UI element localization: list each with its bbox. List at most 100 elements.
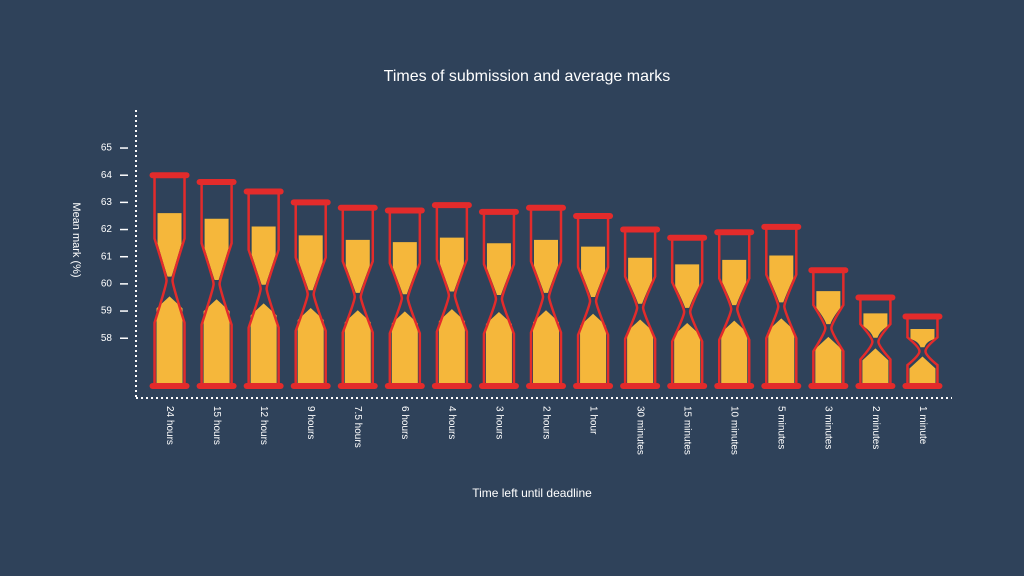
hourglass-outline <box>576 215 610 386</box>
hourglass-top-cap <box>902 313 943 320</box>
hourglass-outline <box>717 232 751 386</box>
x-axis-title: Time left until deadline <box>472 486 592 500</box>
hourglass <box>620 226 661 389</box>
y-tick-label: 61 <box>101 251 113 262</box>
bottom-sand <box>485 312 512 386</box>
hourglass-top-cap <box>196 179 237 185</box>
y-tick-label: 60 <box>101 279 113 290</box>
bottom-sand <box>156 296 183 386</box>
hourglass-outline <box>435 205 469 386</box>
top-sand <box>722 259 747 306</box>
x-tick-label: 1 hour <box>587 406 598 435</box>
top-sand <box>816 291 841 325</box>
top-sand <box>675 264 700 308</box>
top-sand <box>534 239 558 293</box>
hourglass-bottom-cap <box>761 383 802 389</box>
hourglass-outline <box>623 229 657 386</box>
hourglass <box>761 223 802 389</box>
hourglass-outline <box>906 316 939 386</box>
hourglass-bottom-cap <box>290 383 331 389</box>
hourglass-top-cap <box>855 294 896 301</box>
y-tick-label: 63 <box>101 197 113 208</box>
hourglass-top-cap <box>478 208 519 215</box>
hourglass-top-cap <box>384 207 425 214</box>
x-tick-label: 1 minute <box>917 406 928 445</box>
top-sand <box>581 246 606 297</box>
hourglass-top-cap <box>149 172 190 179</box>
bottom-sand <box>250 303 277 386</box>
hourglass-bottom-cap <box>573 383 614 389</box>
x-tick-label: 3 hours <box>493 406 504 439</box>
hourglass <box>196 179 237 389</box>
hourglass-outline <box>388 210 422 386</box>
hourglass-bottom-cap <box>902 383 943 389</box>
hourglass-bottom-cap <box>196 383 237 389</box>
y-tick-label: 58 <box>101 333 113 344</box>
hourglass <box>290 199 331 389</box>
y-tick-label: 59 <box>101 306 113 317</box>
hourglass <box>855 294 896 389</box>
hourglass-outline <box>529 207 563 386</box>
bottom-sand <box>438 309 465 386</box>
x-tick-label: 6 hours <box>399 406 410 439</box>
hourglass-top-cap <box>808 267 849 274</box>
hourglass-top-cap <box>714 229 755 236</box>
hourglass-bottom-cap <box>337 383 378 389</box>
hourglass <box>714 229 755 389</box>
top-sand <box>628 257 653 304</box>
hourglass-top-cap <box>290 199 331 206</box>
bottom-sand <box>627 319 654 386</box>
bottom-sand <box>815 336 842 386</box>
x-tick-label: 12 hours <box>258 406 269 445</box>
x-tick-label: 2 hours <box>540 406 551 439</box>
bottom-sand <box>344 310 371 386</box>
hourglass-outline <box>859 297 892 386</box>
bottom-sand <box>862 348 889 386</box>
x-tick-label: 4 hours <box>446 406 457 439</box>
hourglass <box>384 207 425 389</box>
bottom-sand <box>674 322 701 386</box>
x-tick-label: 15 hours <box>211 406 222 445</box>
top-sand <box>392 242 417 295</box>
hourglass <box>667 234 708 389</box>
hourglass <box>478 208 519 389</box>
hourglass-bottom-cap <box>855 383 896 389</box>
x-tick-label: 3 minutes <box>823 406 834 449</box>
hourglass-bottom-cap <box>478 383 519 389</box>
hourglass <box>149 172 190 389</box>
hourglass-bottom-cap <box>243 383 284 389</box>
hourglass <box>902 313 943 389</box>
hourglass-bottom-cap <box>667 383 708 389</box>
hourglass <box>243 188 284 389</box>
x-tick-label: 24 hours <box>164 406 175 445</box>
hourglass-bottom-cap <box>431 383 472 389</box>
hourglass-top-cap <box>243 188 284 195</box>
x-tick-label: 30 minutes <box>634 406 645 455</box>
hourglass-outline <box>812 270 845 386</box>
x-tick-label: 10 minutes <box>729 406 740 455</box>
hourglass-outline <box>341 207 375 386</box>
top-sand <box>157 213 182 277</box>
y-tick-label: 65 <box>101 143 113 154</box>
x-tick-label: 9 hours <box>305 406 316 439</box>
x-tick-label: 15 minutes <box>682 406 693 455</box>
hourglass-top-cap <box>761 223 802 230</box>
bottom-sand <box>203 299 230 386</box>
bottom-sand <box>721 320 748 386</box>
top-sand <box>439 237 464 292</box>
hourglass-outline <box>482 211 516 386</box>
top-sand <box>863 313 888 338</box>
x-tick-label: 2 minutes <box>870 406 881 449</box>
bottom-sand <box>533 310 559 386</box>
hourglass-top-cap <box>526 204 566 211</box>
bottom-sand <box>580 313 607 386</box>
bottom-sand <box>768 318 795 386</box>
hourglass-bottom-cap <box>808 383 849 389</box>
hourglass-bottom-cap <box>714 383 755 389</box>
top-sand <box>251 226 276 285</box>
hourglass-bottom-cap <box>149 383 190 389</box>
hourglass-outline <box>294 202 327 386</box>
top-sand <box>204 218 229 280</box>
hourglass <box>337 204 378 389</box>
